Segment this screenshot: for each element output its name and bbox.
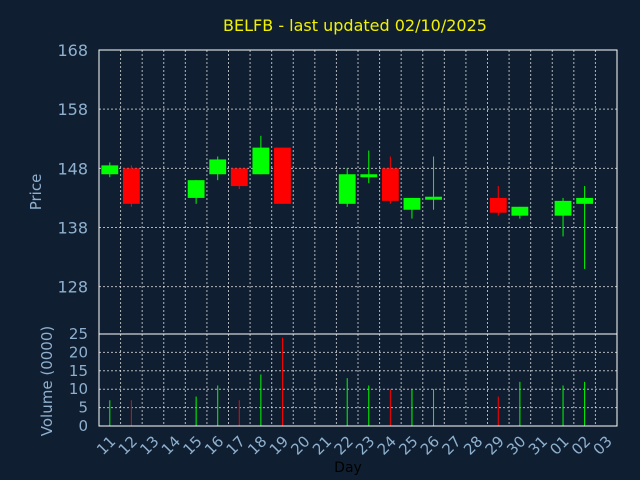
candle-body-down xyxy=(274,147,291,204)
candle-body-up xyxy=(187,180,205,198)
candle-body-up xyxy=(360,174,378,178)
candle-body-up xyxy=(425,196,442,200)
volume-gridlines xyxy=(98,333,617,427)
candle-body-up xyxy=(403,197,421,210)
candle-body-down xyxy=(230,168,248,187)
day-tick-label: 03 xyxy=(590,432,616,458)
candle-body-up xyxy=(209,159,227,175)
volume-bars xyxy=(109,337,586,426)
candle-body-up xyxy=(554,200,572,216)
candle-body-up xyxy=(101,165,119,175)
candle-body-up xyxy=(338,174,356,204)
price-tick-label: 128 xyxy=(57,278,88,297)
candle-body-down xyxy=(122,168,140,204)
volume-tick-label: 15 xyxy=(69,362,88,380)
price-tick-labels: 168 158 148 138 128 xyxy=(57,41,88,297)
price-tick-label: 138 xyxy=(57,219,88,238)
volume-tick-label: 10 xyxy=(69,380,88,398)
chart-title: BELFB - last updated 02/10/2025 xyxy=(223,16,487,35)
volume-axis-label: Volume (0000) xyxy=(38,326,56,436)
candle-body-down xyxy=(381,168,399,201)
candles xyxy=(101,135,594,269)
volume-tick-label: 5 xyxy=(78,399,88,417)
candle-body-up xyxy=(511,206,529,216)
day-tick-labels: 1112131415161718192021222324252627282930… xyxy=(93,432,616,458)
volume-tick-label: 20 xyxy=(69,343,88,361)
price-tick-label: 148 xyxy=(57,159,88,178)
x-axis-label: Day xyxy=(334,460,362,476)
price-gridlines xyxy=(98,49,617,334)
candle-body-up xyxy=(252,147,270,175)
volume-panel-frame xyxy=(98,333,618,427)
candle-body-up xyxy=(576,197,594,204)
price-axis-label: Price xyxy=(27,174,45,211)
candle-body-down xyxy=(489,197,507,213)
price-tick-label: 168 xyxy=(57,41,88,60)
volume-tick-label: 25 xyxy=(69,325,88,343)
price-tick-label: 158 xyxy=(57,100,88,119)
volume-tick-label: 0 xyxy=(78,417,88,435)
